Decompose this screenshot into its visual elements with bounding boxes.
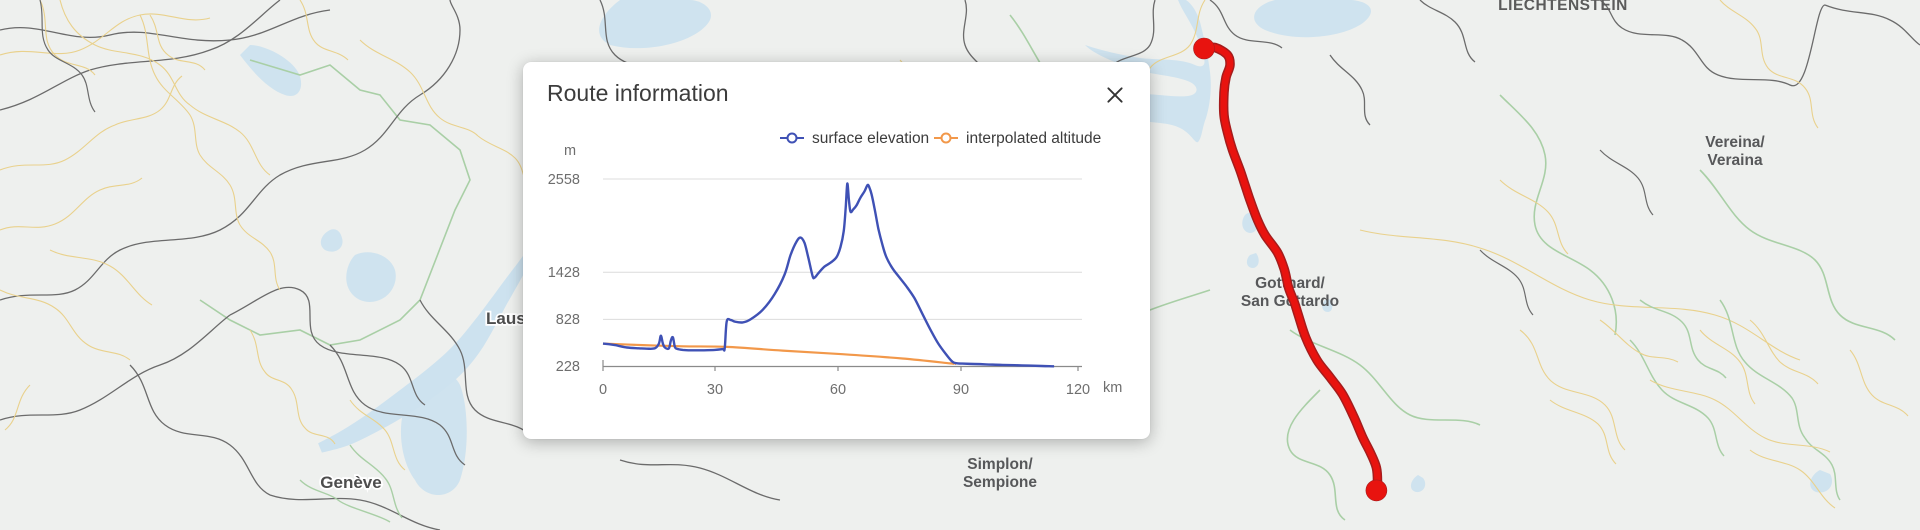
svg-text:30: 30: [707, 382, 723, 398]
svg-text:Sempione: Sempione: [963, 474, 1037, 491]
svg-text:90: 90: [953, 382, 969, 398]
svg-text:60: 60: [830, 382, 846, 398]
svg-text:228: 228: [556, 359, 580, 375]
svg-text:828: 828: [556, 312, 580, 328]
svg-text:surface elevation: surface elevation: [812, 130, 929, 147]
svg-text:0: 0: [599, 382, 607, 398]
svg-text:Vereina/: Vereina/: [1705, 134, 1765, 151]
svg-text:m: m: [564, 143, 576, 159]
svg-text:interpolated altitude: interpolated altitude: [966, 130, 1101, 147]
svg-text:Genève: Genève: [320, 473, 381, 492]
svg-text:1428: 1428: [548, 265, 580, 281]
svg-text:LIECHTENSTEIN: LIECHTENSTEIN: [1498, 0, 1628, 14]
svg-text:Simplon/: Simplon/: [967, 456, 1033, 473]
svg-text:120: 120: [1066, 382, 1090, 398]
svg-text:km: km: [1103, 380, 1122, 396]
svg-text:2558: 2558: [548, 172, 580, 188]
svg-text:Veraina: Veraina: [1707, 152, 1763, 169]
